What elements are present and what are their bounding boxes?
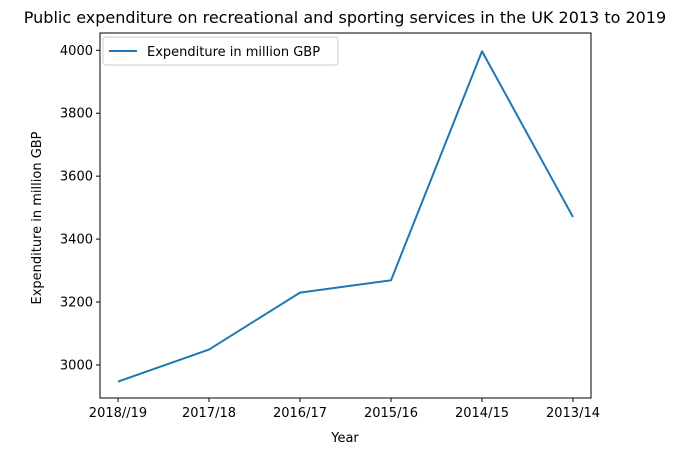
chart-title: Public expenditure on recreational and s…	[24, 8, 666, 27]
y-tick-label: 3000	[60, 358, 93, 373]
y-axis-label: Expenditure in million GBP	[30, 131, 45, 304]
legend-label: Expenditure in million GBP	[147, 45, 320, 60]
series-layer	[118, 51, 573, 381]
legend: Expenditure in million GBP	[103, 37, 338, 65]
x-tick-label: 2018//19	[89, 406, 147, 421]
y-tick-label: 3600	[60, 170, 93, 185]
x-tick-label: 2017/18	[182, 406, 236, 421]
x-axis-label: Year	[330, 431, 359, 446]
y-axis: 3000 3200 3400 3600 3800 4000	[60, 44, 100, 374]
y-tick-label: 3800	[60, 107, 93, 122]
y-tick-label: 3200	[60, 296, 93, 311]
series-line	[118, 51, 573, 381]
y-tick-label: 4000	[60, 44, 93, 59]
x-tick-label: 2016/17	[273, 406, 327, 421]
y-tick-label: 3400	[60, 233, 93, 248]
x-tick-label: 2014/15	[455, 406, 509, 421]
x-axis: 2018//19 2017/18 2016/17 2015/16 2014/15 2013…	[89, 398, 600, 421]
plot-frame	[100, 33, 591, 398]
x-tick-label: 2013/14	[546, 406, 600, 421]
x-tick-label: 2015/16	[364, 406, 418, 421]
